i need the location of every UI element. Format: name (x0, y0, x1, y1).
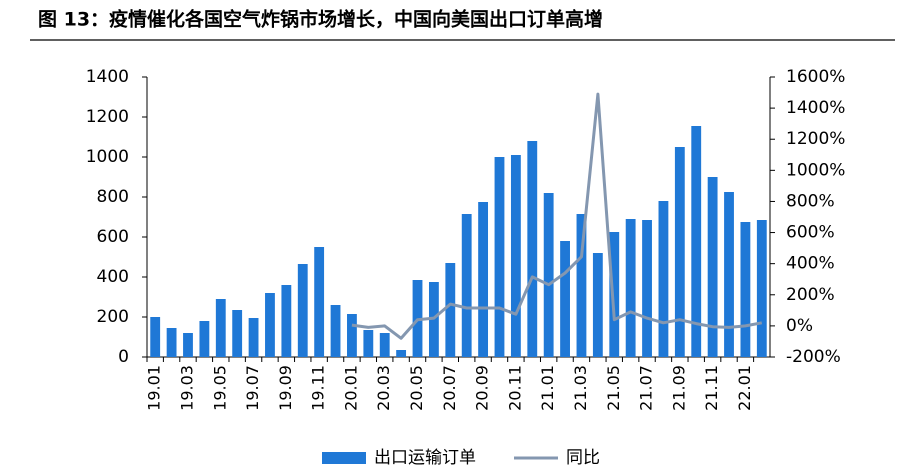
bar (724, 192, 734, 357)
x-tick-label: 21.01 (538, 365, 557, 411)
y2-tick-label: 800% (786, 191, 835, 211)
legend-label: 同比 (566, 448, 600, 468)
y2-tick-label: 200% (786, 285, 835, 305)
bar (691, 126, 702, 357)
y-tick-label: 400 (97, 267, 129, 287)
bar (658, 201, 669, 357)
bar (265, 293, 275, 357)
x-tick-label: 19.03 (177, 365, 196, 411)
y2-tick-label: 600% (786, 223, 835, 243)
chart-title: 图 13：疫情催化各国空气炸锅市场增长，中国向美国出口订单高增 (38, 8, 603, 31)
x-tick-label: 21.11 (702, 365, 721, 411)
x-tick-label: 21.09 (669, 365, 688, 411)
bar (330, 305, 341, 357)
x-tick-label: 22.01 (735, 365, 754, 411)
bar (379, 333, 390, 357)
y-tick-label: 800 (97, 187, 129, 207)
x-tick-label: 21.07 (637, 365, 656, 411)
bar (363, 330, 374, 357)
y-tick-label: 1000 (86, 147, 129, 167)
x-tick-label: 19.11 (309, 365, 328, 411)
x-tick-label: 21.03 (571, 365, 590, 411)
bar (674, 147, 685, 357)
bar (592, 253, 603, 357)
bar (740, 222, 751, 357)
bar (625, 219, 636, 357)
bar (576, 214, 587, 357)
x-tick-label: 21.05 (604, 365, 623, 411)
bar (215, 299, 226, 357)
y2-tick-label: 1200% (786, 129, 845, 149)
line-series (351, 92, 763, 340)
bar (166, 328, 177, 357)
legend-swatch (322, 452, 366, 464)
y2-tick-label: -200% (786, 347, 841, 367)
bar (232, 310, 243, 357)
y-tick-label: 1400 (86, 67, 129, 87)
bar (609, 232, 620, 357)
y2-tick-label: 1400% (786, 98, 845, 118)
bar (756, 220, 767, 357)
bar (281, 285, 292, 357)
bar (183, 333, 193, 357)
x-tick-label: 20.01 (341, 365, 360, 411)
legend-label: 出口运输订单 (374, 448, 476, 468)
y-tick-label: 200 (97, 307, 129, 327)
y2-tick-label: 0% (786, 316, 813, 336)
y2-tick-label: 400% (786, 254, 835, 274)
bar (461, 214, 472, 357)
bar (347, 314, 357, 357)
y-tick-label: 0 (118, 347, 129, 367)
bar (527, 141, 538, 357)
x-tick-label: 20.03 (374, 365, 393, 411)
bar (543, 193, 554, 357)
x-tick-label: 20.11 (505, 365, 524, 411)
x-tick-label: 19.05 (210, 365, 229, 411)
bar (314, 247, 325, 357)
bar (297, 264, 308, 357)
bar (150, 317, 161, 357)
y2-tick-label: 1600% (786, 67, 845, 87)
bar (510, 155, 521, 357)
bar (248, 318, 259, 357)
bar (560, 241, 570, 357)
x-tick-label: 19.07 (243, 365, 262, 411)
y2-tick-label: 1000% (786, 160, 845, 180)
bar (494, 157, 505, 357)
bar (199, 321, 210, 357)
y-tick-label: 1200 (86, 107, 129, 127)
bar (445, 263, 456, 357)
x-tick-label: 19.09 (276, 365, 295, 411)
bar (642, 220, 652, 357)
x-tick-label: 20.05 (407, 365, 426, 411)
x-tick-label: 19.01 (145, 365, 164, 411)
y-tick-label: 600 (97, 227, 129, 247)
bar (478, 202, 489, 357)
x-tick-label: 20.09 (473, 365, 492, 411)
bar (707, 177, 718, 357)
x-tick-label: 20.07 (440, 365, 459, 411)
bar (396, 350, 407, 357)
